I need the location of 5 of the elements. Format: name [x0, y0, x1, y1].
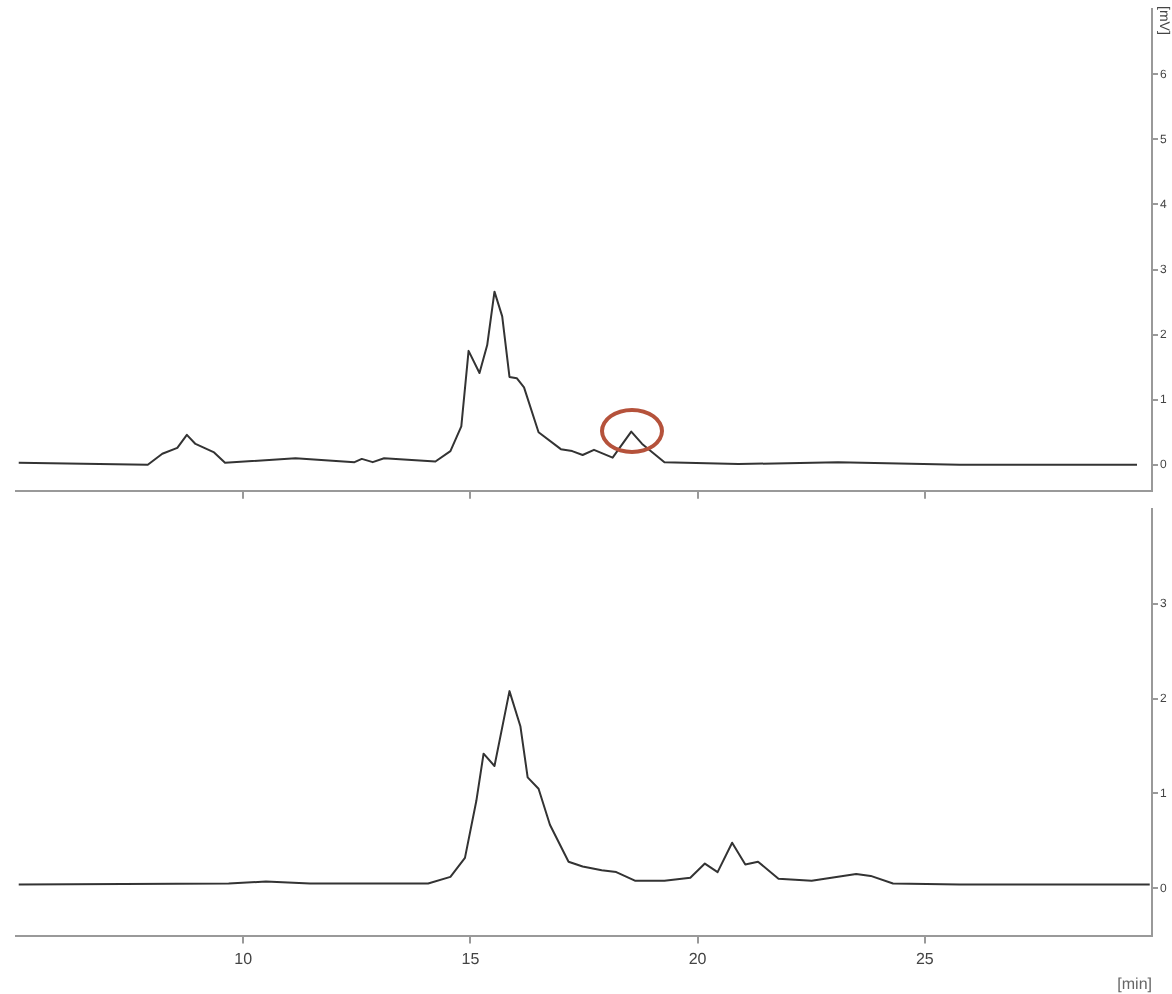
- x-tick-label: 25: [915, 949, 935, 968]
- x-tick-label: 20: [688, 949, 708, 968]
- x-axis-title: [min]: [1117, 974, 1152, 993]
- x-tick-label: 10: [234, 949, 254, 968]
- x-tick-label: 15: [461, 949, 481, 968]
